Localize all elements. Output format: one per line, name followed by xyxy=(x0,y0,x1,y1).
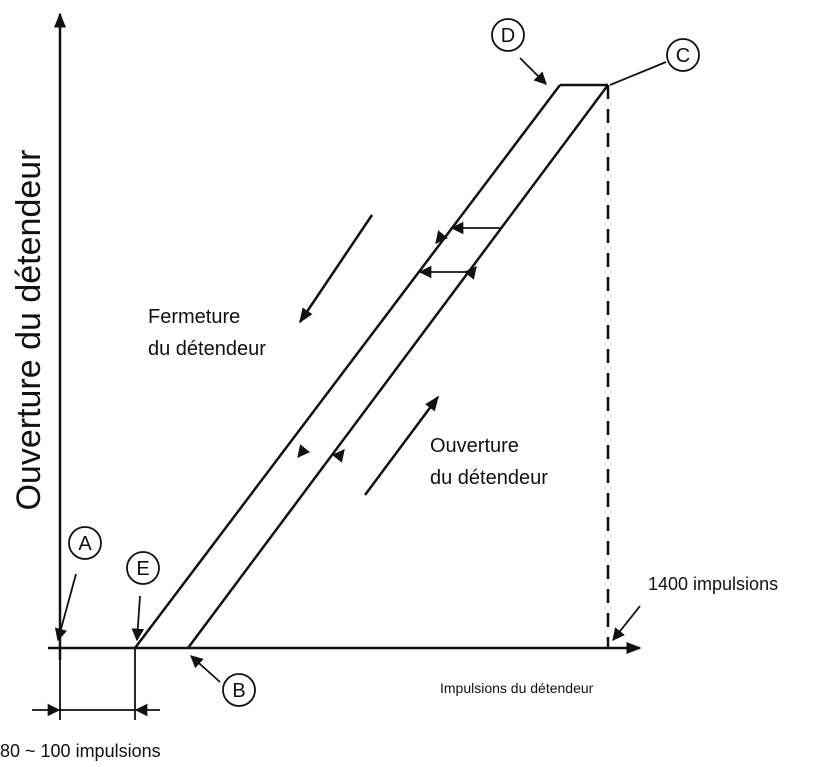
closing-label: Fermeture xyxy=(148,306,240,328)
callout-arrow xyxy=(612,605,641,641)
point-circle xyxy=(491,18,525,52)
closing-arrow xyxy=(298,214,374,324)
opening-label: Ouverture xyxy=(430,435,519,457)
callout-arrow xyxy=(190,655,221,683)
point-label: D xyxy=(501,25,515,47)
direction-mark xyxy=(331,449,345,463)
callout-line xyxy=(609,61,667,86)
max-pulses-label: 1400 impulsions xyxy=(648,574,778,594)
direction-mark xyxy=(463,266,477,280)
point-circle xyxy=(68,526,102,560)
point-label: A xyxy=(78,533,92,555)
callout-arrow xyxy=(519,57,547,85)
closing-line xyxy=(134,84,561,649)
direction-mark xyxy=(297,444,311,458)
opening-arrow xyxy=(363,395,440,496)
callout-arrow xyxy=(54,573,77,642)
point-label: B xyxy=(232,680,245,702)
opening-line xyxy=(186,84,610,649)
dead-band-label: 80 ~ 100 impulsions xyxy=(0,741,161,761)
y-axis-label: Ouverture du détendeur xyxy=(10,149,48,510)
callout-arrow xyxy=(131,595,145,642)
point-label: C xyxy=(676,45,690,67)
x-axis-label: Impulsions du détendeur xyxy=(440,680,594,696)
point-circle xyxy=(222,673,256,707)
direction-mark xyxy=(435,230,449,244)
point-label: E xyxy=(136,558,149,580)
opening-label: du détendeur xyxy=(430,467,548,489)
point-circle xyxy=(126,551,160,585)
point-circle xyxy=(666,38,700,72)
closing-label: du détendeur xyxy=(148,338,266,360)
